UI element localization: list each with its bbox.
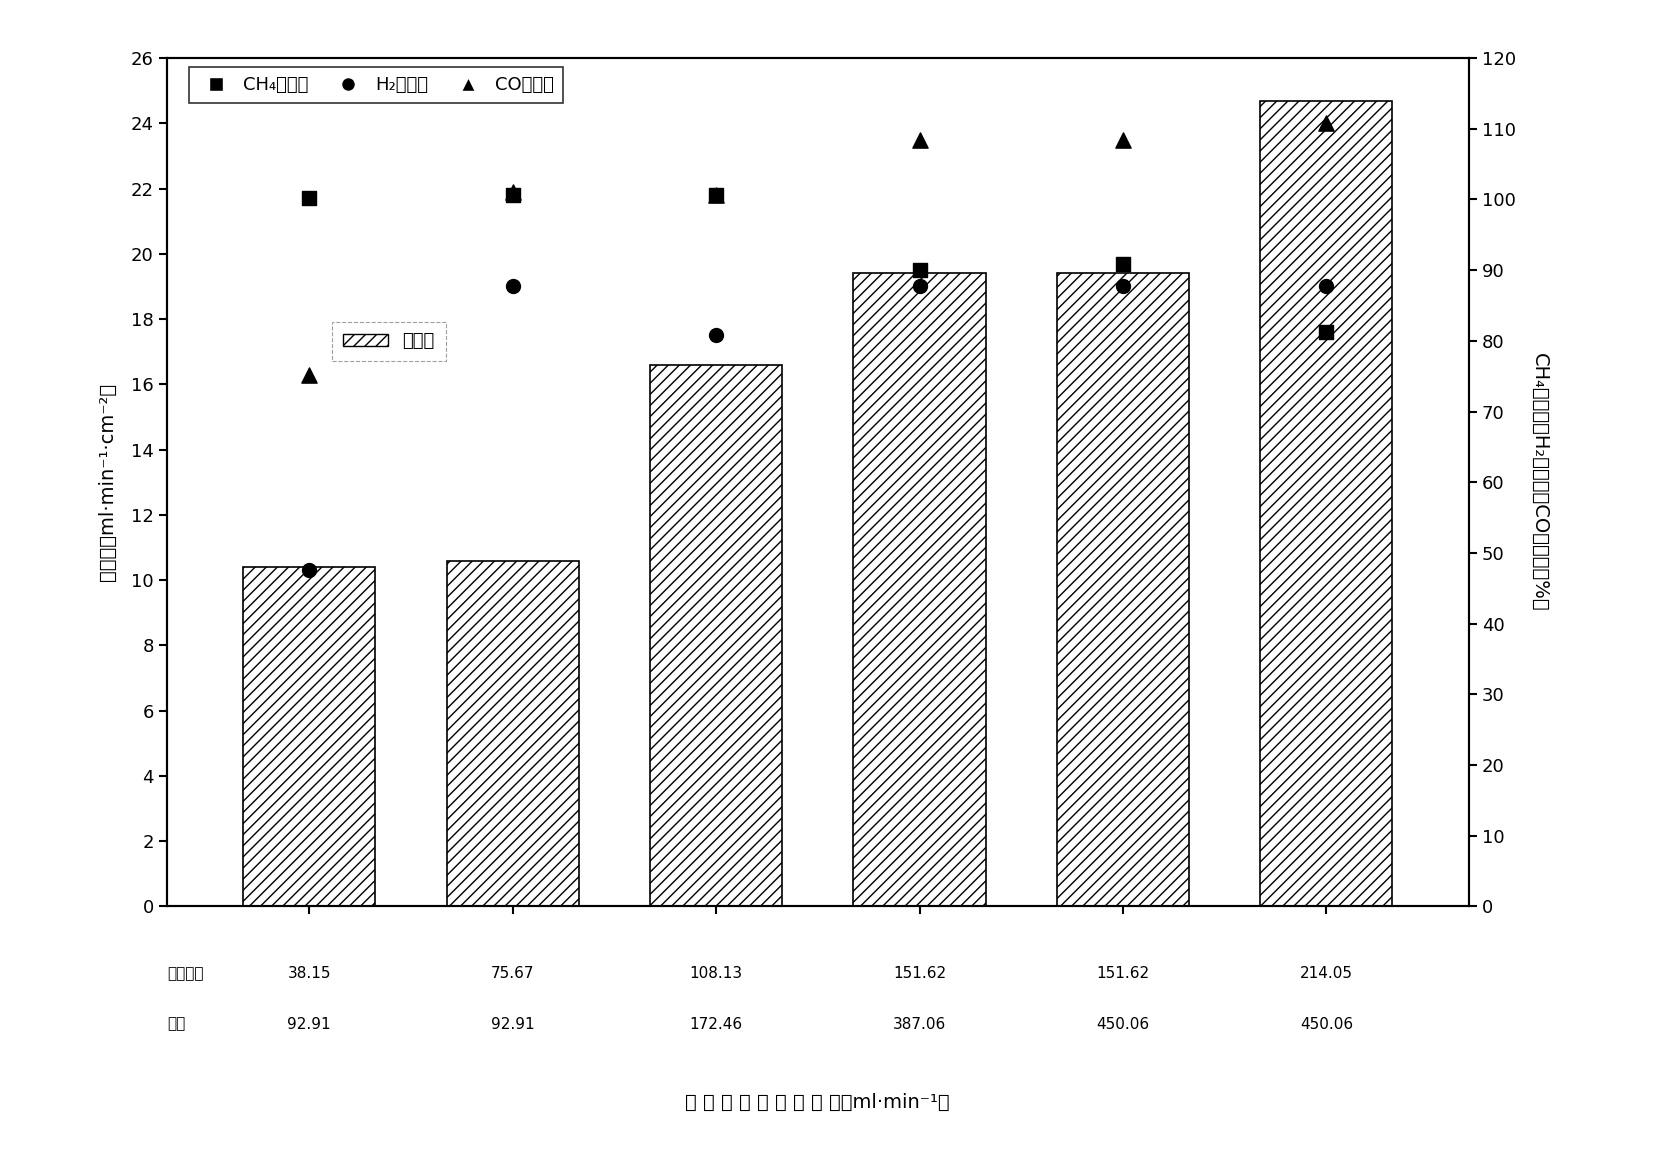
Point [703,186,729,205]
Point [295,561,322,580]
Text: 450.06: 450.06 [1097,1017,1150,1032]
Point [499,182,526,201]
Bar [244,567,376,906]
Text: 151.62: 151.62 [1097,966,1150,981]
Text: 172.46: 172.46 [689,1017,743,1032]
Text: 75.67: 75.67 [491,966,534,981]
Text: 38.15: 38.15 [287,966,330,981]
Bar [853,273,986,906]
Point [1314,114,1340,132]
Text: 214.05: 214.05 [1300,966,1354,981]
Text: 92.91: 92.91 [491,1017,534,1032]
Text: 焉 炉 煤 气 和 空 气 流 量（ml·min⁻¹）: 焉 炉 煤 气 和 空 气 流 量（ml·min⁻¹） [686,1093,950,1112]
Y-axis label: CH₄转化率、H₂选择性、CO选择性（%）: CH₄转化率、H₂选择性、CO选择性（%） [1530,353,1549,611]
Point [906,130,933,149]
Point [703,327,729,345]
Point [1110,130,1137,149]
Point [499,278,526,296]
Text: 450.06: 450.06 [1300,1017,1354,1032]
Y-axis label: 透氧量（ml·min⁻¹·cm⁻²）: 透氧量（ml·min⁻¹·cm⁻²） [98,383,117,581]
Point [499,186,526,205]
Text: 92.91: 92.91 [287,1017,330,1032]
Point [295,365,322,383]
Point [906,261,933,280]
Point [1110,278,1137,296]
Bar [1260,101,1392,906]
Bar [447,560,579,906]
Legend: 透氧量: 透氧量 [332,322,446,361]
Text: 空气: 空气 [167,1017,185,1032]
Point [295,189,322,208]
Point [1314,323,1340,342]
Bar [649,365,783,906]
Bar [1056,273,1188,906]
Text: 151.62: 151.62 [893,966,946,981]
Point [906,278,933,296]
Text: 387.06: 387.06 [893,1017,946,1032]
Point [703,186,729,205]
Text: 焉炉煤气: 焉炉煤气 [167,966,204,981]
Point [1314,278,1340,296]
Text: 108.13: 108.13 [689,966,743,981]
Point [1110,254,1137,273]
